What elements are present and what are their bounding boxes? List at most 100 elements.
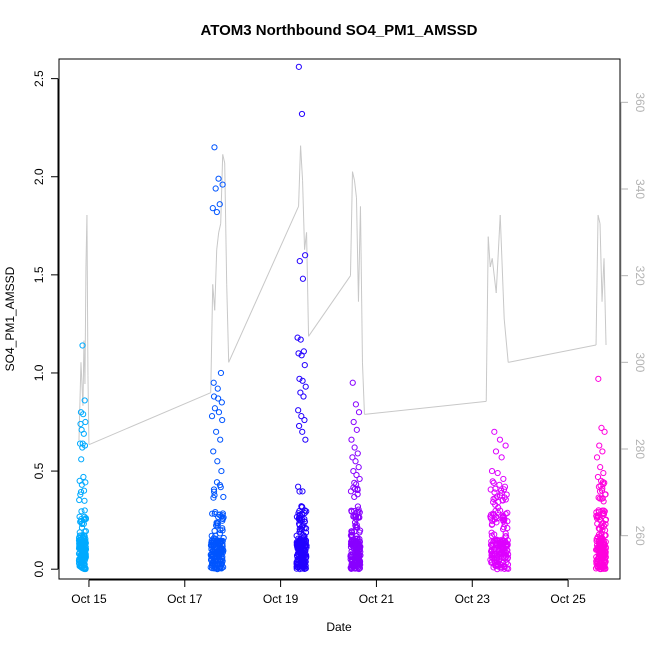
data-point [208, 532, 215, 539]
data-point [501, 483, 509, 490]
data-point [79, 342, 86, 349]
data-point [354, 485, 361, 492]
data-point [209, 205, 216, 212]
data-point [593, 454, 601, 461]
data-point [502, 442, 509, 449]
data-point [602, 521, 609, 528]
line-segment [216, 232, 220, 250]
data-point [505, 551, 512, 558]
line-segment [359, 206, 363, 363]
data-point [351, 507, 358, 515]
y-tick-label: 2.0 [32, 168, 46, 185]
data-point [489, 521, 496, 528]
data-point [296, 514, 303, 521]
y-tick-label: 0.0 [32, 561, 46, 578]
data-point [596, 442, 603, 449]
data-point [491, 428, 498, 435]
data-point [82, 540, 89, 547]
x-axis-label: Date [326, 620, 352, 634]
data-point [296, 422, 303, 430]
data-point [77, 559, 84, 566]
x-tick-label: Oct 25 [550, 592, 586, 606]
data-point [212, 543, 220, 551]
data-point [498, 454, 505, 461]
data-point [80, 473, 87, 481]
line-segment [210, 284, 214, 393]
data-point [503, 533, 510, 540]
plot-frame [58, 58, 621, 580]
data-point [498, 558, 505, 565]
data-point [295, 510, 302, 517]
line-segment [353, 180, 357, 198]
data-point [488, 554, 496, 561]
flight-cluster [347, 379, 364, 573]
data-point [81, 528, 88, 535]
data-point [301, 509, 308, 517]
line-segment [351, 171, 355, 181]
x-tick-label: Oct 15 [71, 592, 107, 606]
data-point [298, 110, 306, 118]
data-point [497, 487, 505, 494]
line-segment [228, 206, 300, 363]
data-point [80, 516, 87, 523]
y2-tick-label: 320 [633, 266, 647, 286]
data-point [598, 487, 606, 494]
data-point [208, 555, 215, 562]
data-point [352, 401, 359, 408]
data-point [492, 495, 499, 502]
data-point [488, 558, 495, 565]
data-point [504, 537, 511, 544]
y-axis: 0.0 0.5 1.0 1.5 2.0 2.5 [32, 70, 59, 578]
y-tick-label: 1.0 [32, 364, 46, 381]
line-segment [214, 249, 218, 311]
line-segment [597, 214, 601, 224]
data-point [348, 548, 355, 555]
data-point [491, 546, 499, 553]
data-point [78, 456, 85, 463]
data-point [496, 481, 503, 488]
data-point [216, 201, 223, 208]
data-point [499, 497, 506, 504]
data-point [351, 444, 358, 451]
data-point [211, 405, 218, 412]
data-point [348, 528, 355, 535]
data-point [351, 519, 359, 526]
data-point [489, 540, 496, 547]
x-tick-label: Oct 17 [167, 592, 203, 606]
data-point [501, 520, 508, 528]
data-point [353, 471, 360, 479]
data-point [302, 436, 309, 443]
data-point [299, 275, 307, 282]
data-point [296, 566, 303, 573]
data-point [75, 534, 83, 541]
data-point [213, 208, 220, 216]
line-segment [88, 392, 211, 446]
data-point [600, 498, 607, 505]
data-point [297, 527, 304, 534]
y-axis-label: SO4_PM1_AMSSD [3, 266, 17, 371]
data-point [299, 428, 306, 435]
data-point [297, 515, 304, 522]
data-point [77, 488, 85, 496]
y2-tick-label: 300 [633, 352, 647, 372]
line-segment [595, 214, 599, 346]
scatter-series [75, 63, 610, 573]
y-tick-label: 1.5 [32, 266, 46, 283]
data-point [78, 549, 85, 556]
data-point [218, 513, 225, 520]
data-point [498, 549, 505, 556]
data-point [602, 491, 609, 498]
data-point [215, 409, 223, 416]
data-point [78, 508, 85, 515]
line-segment [603, 258, 607, 346]
data-point [353, 515, 360, 523]
flight-cluster [487, 428, 512, 573]
line-segment [487, 236, 491, 268]
data-point [295, 407, 302, 414]
line-segment [300, 145, 304, 181]
data-point [218, 467, 225, 475]
data-point [598, 424, 605, 432]
data-point [494, 515, 501, 522]
line-segment [220, 154, 224, 224]
data-point [214, 458, 221, 465]
